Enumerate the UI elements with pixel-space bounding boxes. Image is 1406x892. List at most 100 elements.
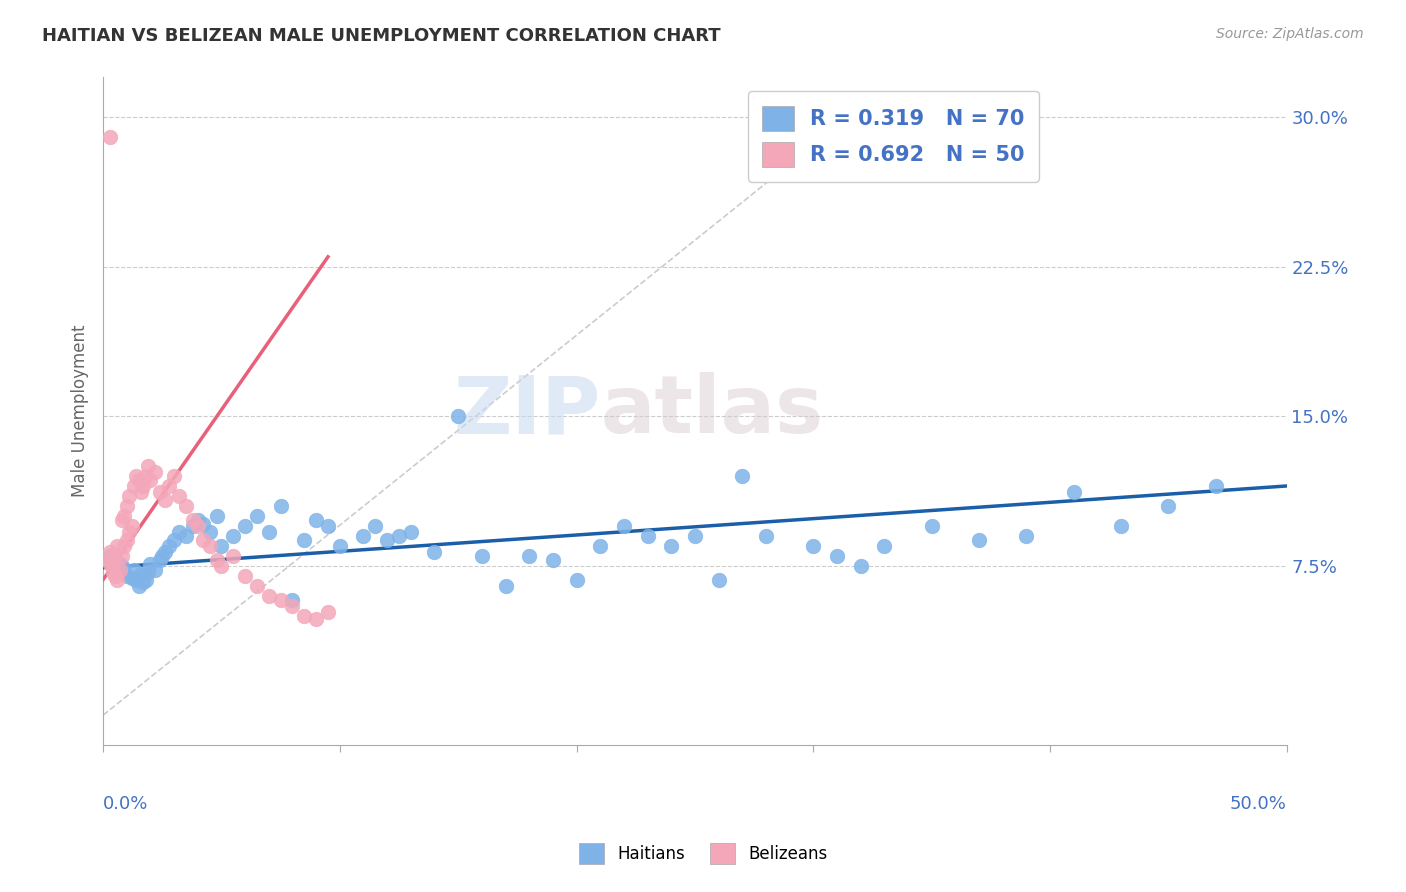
Point xyxy=(353,529,375,543)
Point xyxy=(388,529,411,543)
Point xyxy=(104,549,127,563)
Point xyxy=(114,508,136,523)
Point xyxy=(136,565,159,579)
Point xyxy=(205,508,228,523)
Point xyxy=(174,499,197,513)
Point xyxy=(115,568,138,582)
Point xyxy=(707,573,730,587)
Point xyxy=(471,549,494,563)
Point xyxy=(589,539,612,553)
Point xyxy=(105,573,128,587)
Point xyxy=(1205,479,1227,493)
Point xyxy=(541,552,564,566)
Point xyxy=(222,549,245,563)
Point xyxy=(187,513,209,527)
Point xyxy=(1157,499,1180,513)
Point xyxy=(755,529,778,543)
Text: Source: ZipAtlas.com: Source: ZipAtlas.com xyxy=(1216,27,1364,41)
Point xyxy=(517,549,540,563)
Point xyxy=(122,479,145,493)
Point xyxy=(163,533,186,547)
Point xyxy=(167,524,190,539)
Point xyxy=(98,549,121,563)
Point xyxy=(246,579,269,593)
Point xyxy=(181,518,204,533)
Point xyxy=(1063,485,1085,500)
Point xyxy=(111,549,134,563)
Point xyxy=(150,549,173,563)
Point xyxy=(246,508,269,523)
Point xyxy=(198,539,221,553)
Text: HAITIAN VS BELIZEAN MALE UNEMPLOYMENT CORRELATION CHART: HAITIAN VS BELIZEAN MALE UNEMPLOYMENT CO… xyxy=(42,27,721,45)
Point xyxy=(222,529,245,543)
Point xyxy=(128,579,150,593)
Point xyxy=(122,563,145,577)
Point xyxy=(292,608,315,623)
Point xyxy=(270,592,292,607)
Point xyxy=(375,533,398,547)
Text: 50.0%: 50.0% xyxy=(1230,795,1286,814)
Point xyxy=(683,529,706,543)
Point xyxy=(104,552,127,566)
Point xyxy=(270,499,292,513)
Point xyxy=(187,518,209,533)
Point xyxy=(153,545,176,559)
Point xyxy=(143,563,166,577)
Point xyxy=(149,552,172,566)
Point xyxy=(98,557,121,571)
Point xyxy=(174,529,197,543)
Legend: R = 0.319   N = 70, R = 0.692   N = 50: R = 0.319 N = 70, R = 0.692 N = 50 xyxy=(748,91,1039,182)
Point xyxy=(108,563,131,577)
Point xyxy=(233,568,256,582)
Point xyxy=(211,558,233,573)
Legend: Haitians, Belizeans: Haitians, Belizeans xyxy=(572,837,834,871)
Point xyxy=(121,571,143,585)
Point xyxy=(118,524,141,539)
Point xyxy=(316,518,339,533)
Point xyxy=(111,513,134,527)
Point xyxy=(873,539,896,553)
Point xyxy=(118,489,141,503)
Point xyxy=(101,558,124,573)
Point xyxy=(181,513,204,527)
Point xyxy=(98,130,121,145)
Point xyxy=(801,539,824,553)
Point xyxy=(121,518,143,533)
Point xyxy=(257,589,280,603)
Point xyxy=(97,552,120,566)
Point xyxy=(153,492,176,507)
Point xyxy=(967,533,990,547)
Point xyxy=(423,545,446,559)
Point xyxy=(281,592,304,607)
Point xyxy=(198,524,221,539)
Point xyxy=(136,458,159,473)
Point xyxy=(233,518,256,533)
Point xyxy=(495,579,517,593)
Point xyxy=(399,524,422,539)
Point xyxy=(132,574,155,589)
Point xyxy=(565,573,588,587)
Point xyxy=(135,573,157,587)
Point xyxy=(114,565,136,579)
Point xyxy=(157,479,180,493)
Point xyxy=(281,599,304,613)
Point xyxy=(163,469,186,483)
Point xyxy=(128,473,150,487)
Point xyxy=(849,558,872,573)
Point xyxy=(167,489,190,503)
Text: 0.0%: 0.0% xyxy=(103,795,149,814)
Point xyxy=(1015,529,1038,543)
Point xyxy=(191,533,214,547)
Point xyxy=(825,549,848,563)
Point xyxy=(921,518,943,533)
Text: ZIP: ZIP xyxy=(453,372,600,450)
Point xyxy=(149,485,172,500)
Y-axis label: Male Unemployment: Male Unemployment xyxy=(72,325,89,498)
Point xyxy=(114,539,136,553)
Point xyxy=(659,539,682,553)
Point xyxy=(143,465,166,479)
Point xyxy=(637,529,659,543)
Point xyxy=(613,518,636,533)
Point xyxy=(139,473,162,487)
Text: atlas: atlas xyxy=(600,372,824,450)
